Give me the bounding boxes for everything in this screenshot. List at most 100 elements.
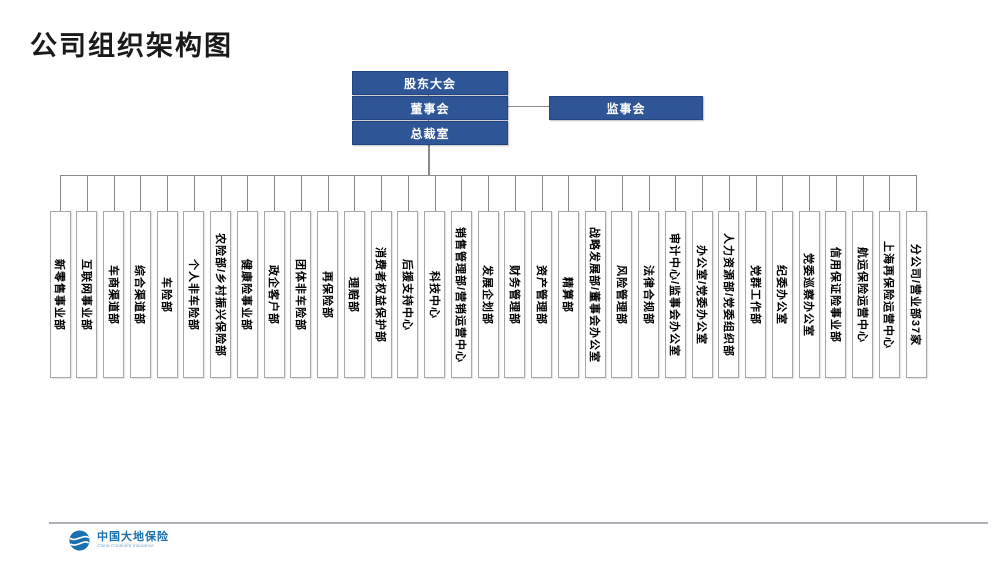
department-label: 后援支持中心 bbox=[400, 258, 413, 331]
department-label: 办公室/党委办公室 bbox=[695, 244, 707, 345]
connector-bus-line bbox=[60, 175, 917, 176]
department-label: 战略发展部/董事会办公室 bbox=[588, 226, 600, 363]
department-box: 消费者权益保护部 bbox=[370, 211, 392, 378]
department-box: 信用保证险事业部 bbox=[825, 211, 847, 378]
connector-drop-line bbox=[541, 176, 543, 212]
department-label: 党群工作部 bbox=[748, 264, 761, 325]
connector-drop-line bbox=[381, 176, 382, 212]
department-box: 上海再保险运营中心 bbox=[878, 211, 900, 378]
node-shareholders-meeting: 股东大会 bbox=[352, 71, 508, 95]
connector-drop-line bbox=[86, 176, 88, 212]
connector-drop-line bbox=[728, 176, 730, 212]
department-label: 发展企划部 bbox=[481, 264, 493, 325]
logo-text-block: 中国大地保险 China Continent Insurance bbox=[97, 531, 169, 551]
connector-drop-line bbox=[809, 176, 810, 212]
connector-drop-line bbox=[488, 176, 489, 212]
connector-drop-line bbox=[782, 176, 784, 212]
connector-drop-line bbox=[327, 176, 329, 212]
department-box: 发展企划部 bbox=[477, 211, 499, 378]
department-box: 后援支持中心 bbox=[397, 211, 419, 378]
department-label: 分公司/营业部37家 bbox=[909, 243, 921, 346]
connector-drop-line bbox=[862, 176, 864, 212]
connector-drop-line bbox=[274, 176, 275, 212]
connector-president-to-bus bbox=[428, 142, 430, 176]
department-box: 人力资源部/党委组织部 bbox=[718, 211, 740, 378]
connector-drop-line bbox=[140, 176, 142, 212]
node-supervisory-board-label: 监事会 bbox=[606, 101, 646, 116]
connector-drop-line bbox=[916, 176, 917, 212]
department-label: 人力资源部/党委组织部 bbox=[721, 232, 734, 357]
connector-drop-line bbox=[167, 176, 168, 212]
node-board-of-directors: 董事会 bbox=[352, 96, 508, 120]
department-label: 互联网事业部 bbox=[79, 258, 92, 331]
department-label: 审计中心/监事会办公室 bbox=[668, 232, 681, 357]
department-box: 个人非车险部 bbox=[183, 211, 205, 378]
connector-drop-line bbox=[461, 176, 463, 212]
department-label: 销售管理部/营销运营中心 bbox=[454, 226, 467, 363]
node-shareholders-meeting-label: 股东大会 bbox=[403, 76, 456, 91]
connector-drop-line bbox=[354, 176, 356, 212]
department-label: 团体非车险部 bbox=[293, 258, 306, 331]
department-box: 农险部/乡村振兴保险部 bbox=[210, 211, 231, 378]
connector-drop-line bbox=[60, 176, 61, 212]
department-box: 科技中心 bbox=[424, 211, 445, 378]
connector-drop-line bbox=[835, 176, 837, 212]
connector-drop-line bbox=[247, 176, 249, 212]
department-box: 车险部 bbox=[156, 211, 178, 378]
department-box: 审计中心/监事会办公室 bbox=[664, 211, 686, 378]
department-box: 政企客户部 bbox=[263, 211, 285, 378]
connector-drop-line bbox=[434, 176, 436, 212]
department-label: 个人非车险部 bbox=[186, 258, 199, 331]
department-box: 党委巡察办公室 bbox=[798, 211, 820, 378]
department-box: 法律合规部 bbox=[638, 211, 659, 378]
department-box: 资产管理部 bbox=[531, 211, 552, 378]
department-label: 纪委办公室 bbox=[775, 264, 788, 325]
department-label: 党委巡察办公室 bbox=[802, 252, 814, 337]
connector-drop-line bbox=[300, 176, 302, 212]
department-box: 健康险事业部 bbox=[236, 211, 258, 378]
department-label: 车商渠道部 bbox=[106, 264, 119, 325]
department-box: 财务管理部 bbox=[504, 211, 526, 378]
logo-globe-icon bbox=[69, 530, 90, 551]
department-label: 理赔部 bbox=[347, 276, 360, 313]
department-box: 战略发展部/董事会办公室 bbox=[584, 211, 606, 378]
department-box: 党群工作部 bbox=[745, 211, 766, 378]
department-box: 销售管理部/营销运营中心 bbox=[450, 211, 472, 378]
node-supervisory-board: 监事会 bbox=[549, 96, 703, 120]
connector-drop-line bbox=[568, 176, 570, 212]
node-board-of-directors-label: 董事会 bbox=[410, 101, 450, 116]
department-box: 理赔部 bbox=[343, 211, 365, 378]
department-box: 航运保险运营中心 bbox=[852, 211, 873, 378]
department-label: 财务管理部 bbox=[507, 264, 520, 325]
department-box: 精算部 bbox=[557, 211, 579, 378]
department-box: 再保险部 bbox=[317, 211, 338, 378]
department-label: 风险管理部 bbox=[614, 264, 627, 325]
department-label: 农险部/乡村振兴保险部 bbox=[213, 232, 226, 357]
department-label: 精算部 bbox=[561, 276, 574, 313]
connector-drop-line bbox=[407, 176, 409, 212]
department-box: 互联网事业部 bbox=[76, 211, 98, 378]
department-box: 分公司/营业部37家 bbox=[905, 211, 927, 378]
connector-drop-line bbox=[220, 176, 222, 212]
department-box: 车商渠道部 bbox=[103, 211, 124, 378]
department-label: 健康险事业部 bbox=[240, 258, 253, 331]
department-box: 综合渠道部 bbox=[129, 211, 151, 378]
company-logo: 中国大地保险 China Continent Insurance bbox=[68, 529, 169, 552]
footer-divider bbox=[49, 522, 988, 524]
connector-board-to-supervisory bbox=[506, 106, 550, 107]
department-label: 新零售事业部 bbox=[53, 258, 65, 331]
node-president-office: 总裁室 bbox=[352, 121, 508, 145]
department-box: 新零售事业部 bbox=[49, 211, 71, 378]
connector-drop-line bbox=[702, 176, 703, 212]
connector-drop-line bbox=[595, 176, 596, 212]
department-label: 再保险部 bbox=[320, 270, 333, 319]
department-label: 法律合规部 bbox=[641, 264, 654, 325]
node-president-office-label: 总裁室 bbox=[410, 126, 450, 141]
department-box: 风险管理部 bbox=[611, 211, 633, 378]
department-label: 车险部 bbox=[160, 276, 172, 313]
department-label: 政企客户部 bbox=[267, 264, 279, 325]
department-label: 综合渠道部 bbox=[133, 264, 146, 325]
connector-drop-line bbox=[889, 176, 891, 212]
logo-subtext: China Continent Insurance bbox=[97, 543, 154, 549]
